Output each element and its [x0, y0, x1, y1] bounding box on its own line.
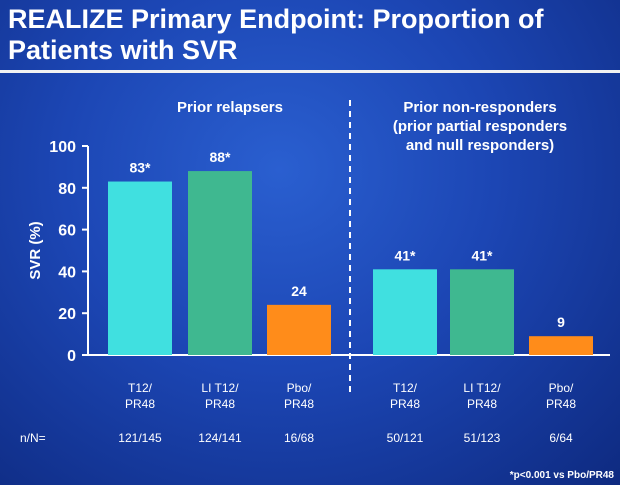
y-tick-label: 80 [58, 181, 76, 198]
bar-1-2 [188, 171, 252, 355]
y-tick-label: 40 [58, 264, 76, 281]
category-label-line-1: LI T12/ [463, 381, 501, 395]
bar-2-1 [373, 269, 437, 355]
footnote: *p<0.001 vs Pbo/PR48 [509, 470, 614, 481]
category-label-line-2: PR48 [546, 397, 576, 411]
category-label-line-1: T12/ [393, 381, 418, 395]
category-label-line-2: PR48 [284, 397, 314, 411]
data-label: 41* [471, 247, 493, 263]
category-label-line-2: PR48 [467, 397, 497, 411]
panel-2-title-line-3: and null responders) [405, 137, 555, 154]
category-label-line-2: PR48 [205, 397, 235, 411]
n-over-N-value: 51/123 [464, 431, 501, 445]
data-label: 83* [129, 160, 151, 176]
y-axis-title: SVR (%) [27, 221, 44, 279]
slide-title-line-2: Patients with SVR [8, 35, 238, 65]
n-over-N-value: 124/141 [198, 431, 242, 445]
n-over-N-value: 50/121 [387, 431, 424, 445]
y-tick-label: 0 [67, 348, 76, 365]
category-label-line-1: Pbo/ [287, 381, 312, 395]
n-over-N-value: 121/145 [118, 431, 162, 445]
category-label-line-1: Pbo/ [549, 381, 574, 395]
bar-1-3 [267, 304, 331, 355]
slide-title-line-1: REALIZE Primary Endpoint: Proportion of [8, 4, 544, 34]
slide-title: REALIZE Primary Endpoint: Proportion of … [8, 4, 612, 66]
n-over-N-label: n/N= [20, 431, 46, 445]
data-label: 24 [291, 283, 307, 299]
category-label-line-2: PR48 [390, 397, 420, 411]
bar-2-3 [529, 336, 593, 355]
category-label-line-2: PR48 [125, 397, 155, 411]
data-label: 9 [557, 314, 565, 330]
data-label: 88* [209, 149, 231, 165]
n-over-N-value: 16/68 [284, 431, 314, 445]
n-over-N-value: 6/64 [549, 431, 573, 445]
y-tick-label: 100 [49, 139, 76, 156]
panel-title-prior-non-responders: Prior non-responders (prior partial resp… [360, 98, 600, 155]
category-label-line-1: T12/ [128, 381, 153, 395]
panel-title-prior-relapsers: Prior relapsers [140, 98, 320, 117]
category-label-line-1: LI T12/ [201, 381, 239, 395]
bar-2-2 [450, 269, 514, 355]
panel-2-title-line-1: Prior non-responders [403, 99, 557, 116]
data-label: 41* [394, 247, 416, 263]
title-divider [0, 70, 620, 73]
panel-1-title-line: Prior relapsers [177, 99, 283, 116]
y-tick-label: 20 [58, 306, 76, 323]
y-tick-label: 60 [58, 223, 76, 240]
bar-1-1 [108, 181, 172, 355]
panel-2-title-line-2: (prior partial responders [392, 118, 568, 135]
